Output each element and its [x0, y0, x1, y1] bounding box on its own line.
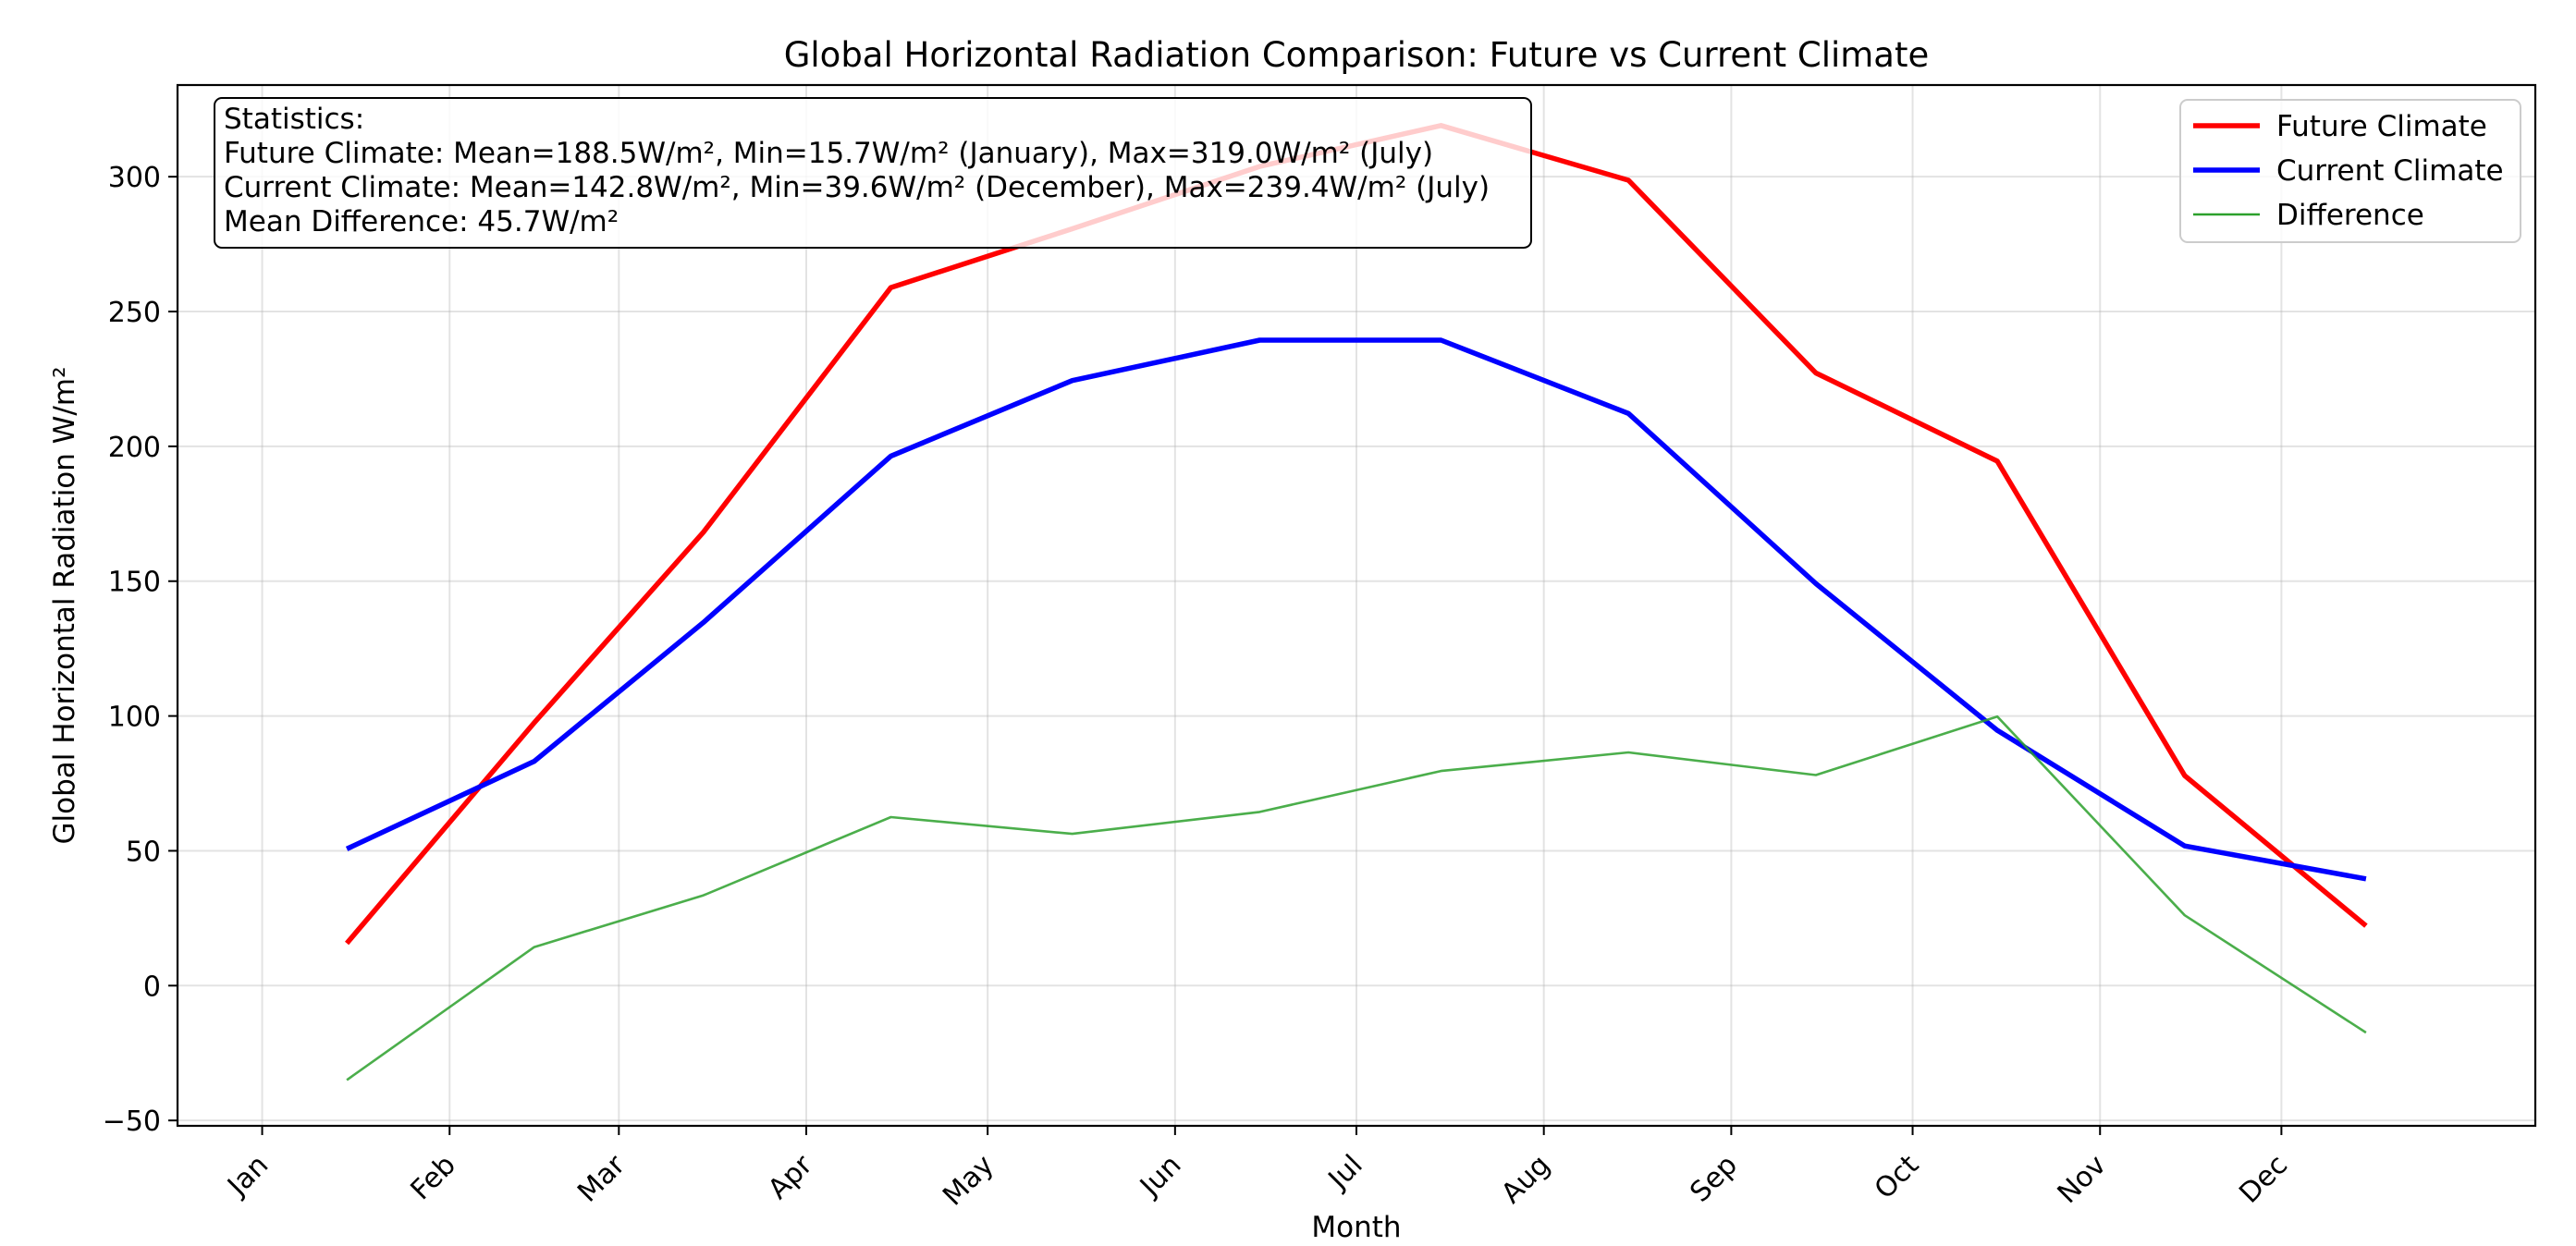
legend-label-current-climate: Current Climate [2276, 154, 2504, 188]
legend-label-future-climate: Future Climate [2276, 110, 2487, 143]
statistics-future-line: Future Climate: Mean=188.5W/m², Min=15.7… [224, 137, 1433, 170]
y-tick-label: 150 [108, 567, 161, 599]
y-tick-label: 50 [126, 836, 161, 868]
y-axis-label: Global Horizontal Radiation W/m² [48, 367, 81, 845]
statistics-box: Statistics: Future Climate: Mean=188.5W/… [214, 97, 1532, 249]
y-tick-label: 100 [108, 702, 161, 734]
chart-title: Global Horizontal Radiation Comparison: … [784, 35, 1930, 75]
y-tick-label: 0 [143, 971, 161, 1003]
y-tick-label: 200 [108, 432, 161, 464]
statistics-box-background [214, 97, 1532, 249]
y-tick-label: −50 [103, 1106, 161, 1138]
legend: Future Climate Current Climate Differenc… [2179, 99, 2521, 243]
y-axis-ticks: −50 0 50 100 150 200 250 300 [103, 162, 178, 1138]
legend-background [2179, 99, 2521, 243]
statistics-heading: Statistics: [224, 103, 364, 136]
legend-label-difference: Difference [2276, 199, 2424, 232]
series-line-difference [346, 715, 2367, 1081]
y-tick-label: 300 [108, 162, 161, 194]
x-axis-label: Month [1311, 1211, 1401, 1244]
y-tick-label: 250 [108, 297, 161, 329]
statistics-current-line: Current Climate: Mean=142.8W/m², Min=39.… [224, 171, 1490, 204]
statistics-difference-line: Mean Difference: 45.7W/m² [224, 205, 619, 238]
